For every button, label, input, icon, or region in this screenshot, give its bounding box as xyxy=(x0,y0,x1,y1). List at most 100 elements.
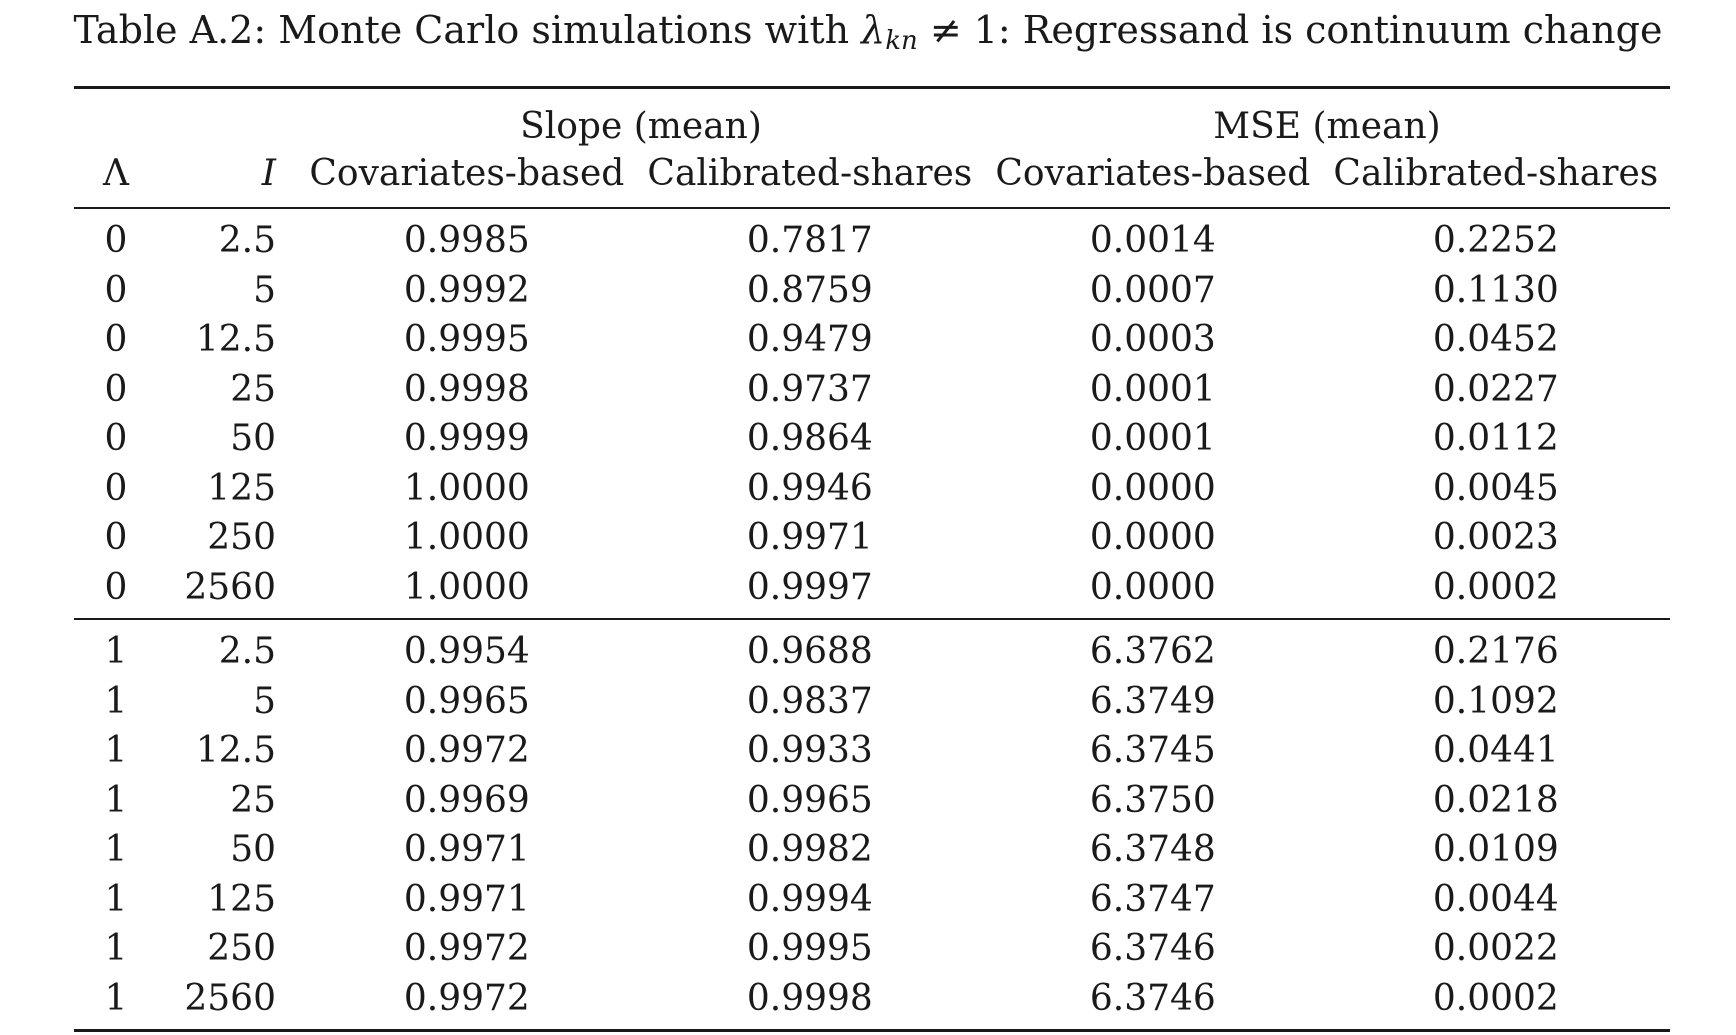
cell-i: 50 xyxy=(230,418,276,459)
cell-i: 5 xyxy=(253,680,276,722)
cell-slope-calibrated: 0.8759 xyxy=(746,269,873,311)
cell-mse-covariates: 0.0000 xyxy=(1089,566,1216,608)
column-header-slope-covariates: Covariates-based xyxy=(309,153,625,194)
cell-i: 25 xyxy=(230,368,276,410)
table-row: 1 5 0.9965 0.9837 6.3749 0.1092 xyxy=(74,677,1670,727)
column-header-mse-covariates: Covariates-based xyxy=(995,153,1311,194)
cell-i: 2560 xyxy=(184,977,276,1019)
cell-i: 50 xyxy=(230,829,276,870)
table-row: 1 125 0.9971 0.9994 6.3747 0.0044 xyxy=(74,875,1670,925)
cell-mse-calibrated: 0.1092 xyxy=(1432,680,1559,722)
table-caption: Table A.2: Monte Carlo simulations with … xyxy=(0,6,1736,54)
cell-slope-covariates: 0.9999 xyxy=(403,418,530,459)
table-row: 0 5 0.9992 0.8759 0.0007 0.1130 xyxy=(74,266,1670,316)
cell-mse-covariates: 0.0000 xyxy=(1089,517,1216,558)
group-header-row: Slope (mean) MSE (mean) xyxy=(74,87,1670,150)
cell-mse-covariates: 6.3750 xyxy=(1089,779,1216,821)
cell-lambda: 0 xyxy=(104,517,128,558)
cell-lambda: 1 xyxy=(104,730,128,771)
cell-lambda: 0 xyxy=(104,566,128,608)
results-table: Slope (mean) MSE (mean) Λ I Covariates-b… xyxy=(74,86,1670,1032)
cell-lambda: 1 xyxy=(104,928,128,969)
cell-slope-calibrated: 0.9946 xyxy=(746,467,873,509)
table-row: 1 25 0.9969 0.9965 6.3750 0.0218 xyxy=(74,776,1670,826)
cell-mse-calibrated: 0.1130 xyxy=(1432,269,1559,311)
cell-lambda: 0 xyxy=(104,368,128,410)
cell-slope-covariates: 0.9969 xyxy=(403,779,530,821)
cell-slope-calibrated: 0.9997 xyxy=(746,566,873,608)
cell-slope-calibrated: 0.9688 xyxy=(746,631,873,672)
cell-slope-calibrated: 0.9479 xyxy=(746,319,873,360)
table-row: 0 250 1.0000 0.9971 0.0000 0.0023 xyxy=(74,513,1670,563)
cell-slope-covariates: 1.0000 xyxy=(403,517,530,558)
cell-i: 2.5 xyxy=(218,220,276,261)
cell-lambda: 1 xyxy=(104,779,128,821)
cell-slope-covariates: 0.9972 xyxy=(403,928,530,969)
cell-slope-covariates: 0.9998 xyxy=(403,368,530,410)
cell-lambda: 0 xyxy=(104,467,128,509)
cell-mse-calibrated: 0.0044 xyxy=(1432,878,1559,920)
cell-slope-calibrated: 0.9933 xyxy=(746,730,873,771)
cell-i: 12.5 xyxy=(195,730,276,771)
cell-slope-covariates: 0.9954 xyxy=(403,631,530,672)
cell-i: 250 xyxy=(207,517,276,558)
cell-lambda: 0 xyxy=(104,319,128,360)
cell-slope-calibrated: 0.9982 xyxy=(746,829,873,870)
cell-i: 125 xyxy=(207,467,276,509)
cell-slope-covariates: 0.9965 xyxy=(403,680,530,722)
cell-i: 12.5 xyxy=(195,319,276,360)
cell-i: 2560 xyxy=(184,566,276,608)
cell-slope-covariates: 0.9972 xyxy=(403,977,530,1019)
cell-slope-calibrated: 0.9737 xyxy=(746,368,873,410)
caption-suffix: : Regressand is continuum change xyxy=(997,8,1663,52)
cell-slope-covariates: 0.9992 xyxy=(403,269,530,311)
cell-mse-calibrated: 0.0109 xyxy=(1432,829,1559,870)
cell-mse-covariates: 0.0001 xyxy=(1089,418,1216,459)
cell-mse-covariates: 0.0003 xyxy=(1089,319,1216,360)
cell-mse-covariates: 6.3762 xyxy=(1089,631,1216,672)
cell-mse-covariates: 6.3745 xyxy=(1089,730,1216,771)
cell-mse-calibrated: 0.0218 xyxy=(1432,779,1559,821)
group-header-slope: Slope (mean) xyxy=(520,106,762,147)
cell-mse-covariates: 0.0007 xyxy=(1089,269,1216,311)
cell-lambda: 1 xyxy=(104,631,128,672)
table-row: 1 2560 0.9972 0.9998 6.3746 0.0002 xyxy=(74,974,1670,1031)
cell-mse-covariates: 6.3747 xyxy=(1089,878,1216,920)
cell-slope-calibrated: 0.9837 xyxy=(746,680,873,722)
cell-lambda: 1 xyxy=(104,680,128,722)
cell-mse-calibrated: 0.0002 xyxy=(1432,977,1559,1019)
cell-slope-calibrated: 0.9864 xyxy=(746,418,873,459)
table-row: 0 12.5 0.9995 0.9479 0.0003 0.0452 xyxy=(74,315,1670,365)
cell-slope-covariates: 0.9972 xyxy=(403,730,530,771)
cell-mse-calibrated: 0.0112 xyxy=(1432,418,1559,459)
cell-slope-covariates: 1.0000 xyxy=(403,467,530,509)
column-header-mse-calibrated: Calibrated-shares xyxy=(1333,153,1659,194)
table-row: 1 250 0.9972 0.9995 6.3746 0.0022 xyxy=(74,924,1670,974)
column-header-lambda: Λ xyxy=(103,153,129,194)
column-header-i: I xyxy=(261,153,276,194)
cell-slope-covariates: 0.9971 xyxy=(403,829,530,870)
cell-mse-covariates: 0.0014 xyxy=(1089,220,1216,261)
cell-slope-covariates: 0.9971 xyxy=(403,878,530,920)
cell-mse-covariates: 6.3749 xyxy=(1089,680,1216,722)
cell-slope-covariates: 1.0000 xyxy=(403,566,530,608)
cell-lambda: 0 xyxy=(104,220,128,261)
table-row: 0 25 0.9998 0.9737 0.0001 0.0227 xyxy=(74,365,1670,415)
table-row: 1 2.5 0.9954 0.9688 6.3762 0.2176 xyxy=(74,619,1670,677)
cell-lambda: 1 xyxy=(104,878,128,920)
cell-slope-calibrated: 0.9971 xyxy=(746,517,873,558)
table-body: 0 2.5 0.9985 0.7817 0.0014 0.2252 0 5 0.9992 0.87… xyxy=(74,208,1670,1031)
cell-i: 125 xyxy=(207,878,276,920)
table-row: 0 2.5 0.9985 0.7817 0.0014 0.2252 xyxy=(74,208,1670,266)
cell-slope-calibrated: 0.9965 xyxy=(746,779,873,821)
caption-lambda-subscript: kn xyxy=(885,26,918,56)
cell-i: 2.5 xyxy=(218,631,276,672)
group-header-empty-lambda xyxy=(74,88,158,150)
cell-mse-calibrated: 0.0452 xyxy=(1432,319,1559,360)
cell-slope-covariates: 0.9985 xyxy=(403,220,530,261)
cell-lambda: 0 xyxy=(104,418,128,459)
table-row: 1 50 0.9971 0.9982 6.3748 0.0109 xyxy=(74,825,1670,875)
cell-i: 25 xyxy=(230,779,276,821)
cell-lambda: 1 xyxy=(104,977,128,1019)
cell-lambda: 0 xyxy=(104,269,128,311)
